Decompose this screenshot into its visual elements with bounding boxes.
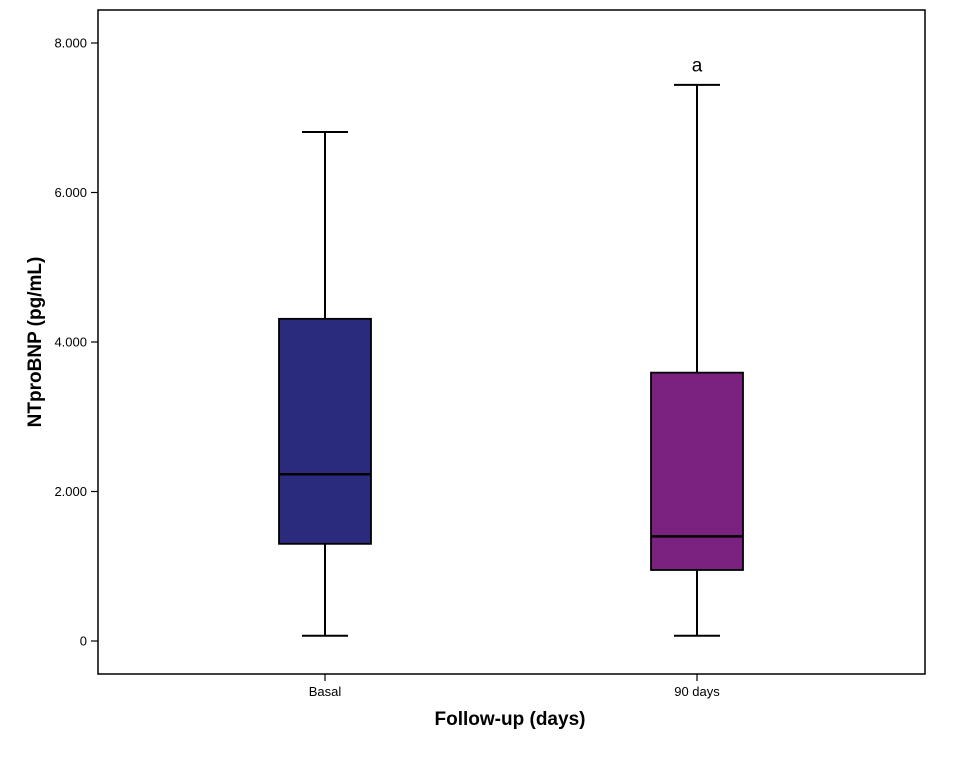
significance-annotation: a — [692, 55, 703, 76]
x-tick-label: 90 days — [674, 684, 720, 699]
plot-area-frame — [97, 9, 926, 675]
iqr-box — [278, 317, 372, 545]
x-axis: Basal 90 days — [309, 674, 720, 699]
y-tick-label: 2.000 — [54, 484, 87, 499]
x-tick-label: Basal — [309, 684, 342, 699]
y-tick-label: 4.000 — [54, 335, 87, 350]
y-tick-label: 6.000 — [54, 185, 87, 200]
y-axis-title: NTproBNP (pg/mL) — [25, 257, 46, 428]
y-axis: 0 2.000 4.000 6.000 8.000 — [54, 36, 98, 649]
y-tick-label: 8.000 — [54, 36, 87, 51]
iqr-box — [650, 371, 744, 571]
box-90-days — [650, 83, 744, 637]
x-axis-title: Follow-up (days) — [435, 709, 586, 730]
annotations: a — [692, 55, 703, 76]
box-basal — [278, 130, 372, 637]
box-series — [278, 83, 744, 637]
y-tick-label: 0 — [80, 634, 87, 649]
